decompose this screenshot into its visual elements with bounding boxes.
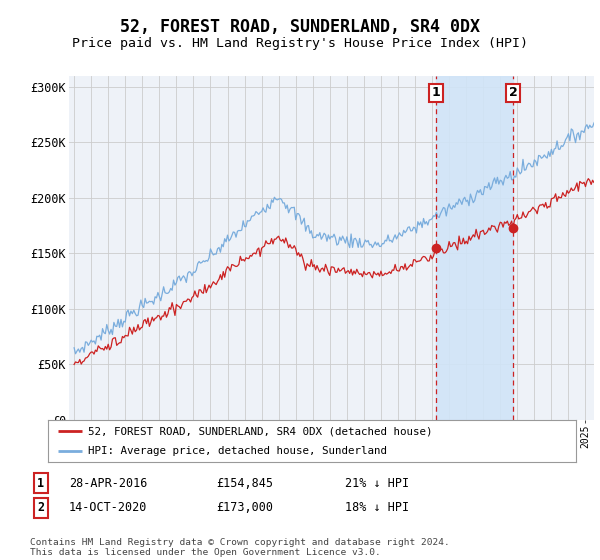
Text: 14-OCT-2020: 14-OCT-2020	[69, 501, 148, 515]
Text: 21% ↓ HPI: 21% ↓ HPI	[345, 477, 409, 490]
Text: 28-APR-2016: 28-APR-2016	[69, 477, 148, 490]
Text: Price paid vs. HM Land Registry's House Price Index (HPI): Price paid vs. HM Land Registry's House …	[72, 38, 528, 50]
Text: 1: 1	[37, 477, 44, 490]
Text: 52, FOREST ROAD, SUNDERLAND, SR4 0DX (detached house): 52, FOREST ROAD, SUNDERLAND, SR4 0DX (de…	[88, 426, 432, 436]
Text: £154,845: £154,845	[216, 477, 273, 490]
Text: 2: 2	[509, 86, 517, 99]
Text: HPI: Average price, detached house, Sunderland: HPI: Average price, detached house, Sund…	[88, 446, 386, 456]
Text: 2: 2	[37, 501, 44, 515]
Bar	[436, 76, 513, 420]
Text: £173,000: £173,000	[216, 501, 273, 515]
Text: 18% ↓ HPI: 18% ↓ HPI	[345, 501, 409, 515]
Text: 52, FOREST ROAD, SUNDERLAND, SR4 0DX: 52, FOREST ROAD, SUNDERLAND, SR4 0DX	[120, 18, 480, 36]
Text: 1: 1	[432, 86, 441, 99]
Text: Contains HM Land Registry data © Crown copyright and database right 2024.
This d: Contains HM Land Registry data © Crown c…	[30, 538, 450, 557]
